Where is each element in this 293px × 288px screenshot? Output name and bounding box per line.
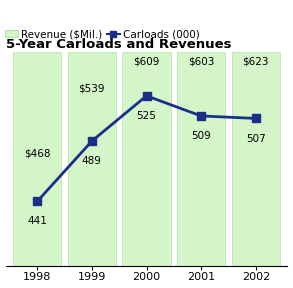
Text: $603: $603 <box>188 57 214 67</box>
Text: 507: 507 <box>246 134 266 143</box>
Text: $609: $609 <box>133 57 160 67</box>
Bar <box>13 52 61 266</box>
Text: $468: $468 <box>24 149 50 159</box>
Text: 489: 489 <box>82 156 102 166</box>
Bar <box>68 52 116 266</box>
Text: 509: 509 <box>191 131 211 141</box>
Text: 441: 441 <box>27 217 47 226</box>
Bar <box>232 52 280 266</box>
Legend: Revenue ($Mil.), Carloads (000): Revenue ($Mil.), Carloads (000) <box>5 29 200 39</box>
Text: $623: $623 <box>243 57 269 67</box>
Text: $539: $539 <box>79 83 105 93</box>
Bar <box>177 52 225 266</box>
Text: 5-Year Carloads and Revenues: 5-Year Carloads and Revenues <box>6 38 231 51</box>
Bar <box>122 52 171 266</box>
Text: 525: 525 <box>137 111 156 121</box>
